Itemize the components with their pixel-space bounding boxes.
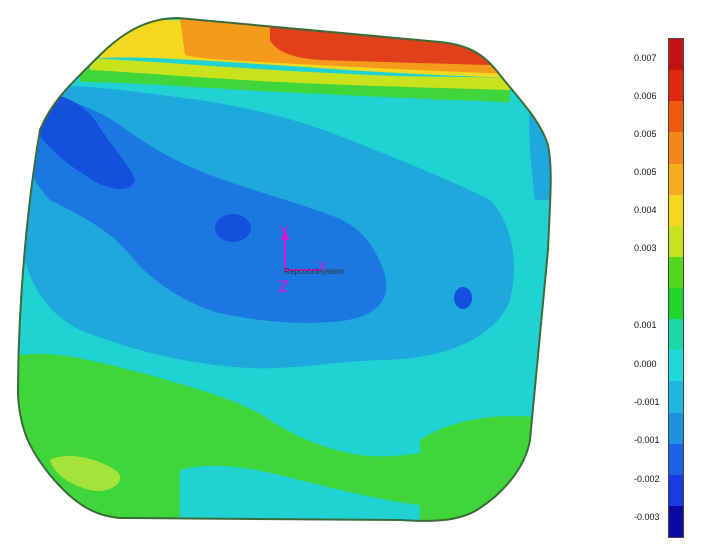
contour-blue-deep-center [215,214,251,242]
color-scale-segment [669,225,683,257]
z-axis-label: Z [278,277,289,296]
legend-tick-label: -0.001 [634,397,660,407]
contour-lightgreen-blob [50,455,121,491]
legend-tick-label: 0.000 [634,359,657,369]
legend-tick-label: 0.005 [634,167,657,177]
color-scale-segment [669,381,683,413]
contour-green-spot [396,458,424,478]
legend-tick-label: 0.007 [634,53,657,63]
color-scale-bar [668,38,684,538]
contour-blue-deep-topleft [30,93,135,190]
contour-yellowgreen-band [90,58,510,90]
color-scale-segment [669,194,683,226]
color-scale-segment [669,474,683,506]
legend-tick-label: 0.006 [634,91,657,101]
contour-green-right [420,416,551,521]
color-scale-segment [669,319,683,351]
coordinate-system-triad[interactable]: Y X Z Repcoordsystem [278,225,344,296]
color-scale-segment [669,505,683,537]
color-scale-segment [669,132,683,164]
legend-tick-label: -0.003 [634,512,660,522]
color-scale-segment [669,101,683,133]
coordinate-system-label: Repcoordsystem [284,267,344,276]
color-scale-segment [669,39,683,71]
color-scale-segment [669,288,683,320]
legend-tick-label: 0.003 [634,243,657,253]
plate-outline [16,16,552,522]
y-axis-label: Y [279,225,288,240]
legend-tick-label: -0.001 [634,435,660,445]
contour-blue-right-edge [529,110,551,200]
color-scale-segment [669,70,683,102]
legend-tick-label: 0.004 [634,205,657,215]
legend-tick-label: 0.001 [634,320,657,330]
contour-green-band [80,68,510,102]
color-scale-segment [669,412,683,444]
legend-tick-label: -0.002 [634,474,660,484]
x-axis-label: X [318,260,326,274]
contour-blue-deep-right [454,287,472,309]
y-axis-arrowhead [281,228,289,240]
legend-tick-label: 0.005 [634,129,657,139]
color-scale-segment [669,443,683,475]
color-scale-segment [669,163,683,195]
color-scale-segment [669,256,683,288]
contour-cyan-lower [180,465,420,521]
color-scale-segment [669,350,683,382]
deformation-contour-plate [18,18,551,521]
